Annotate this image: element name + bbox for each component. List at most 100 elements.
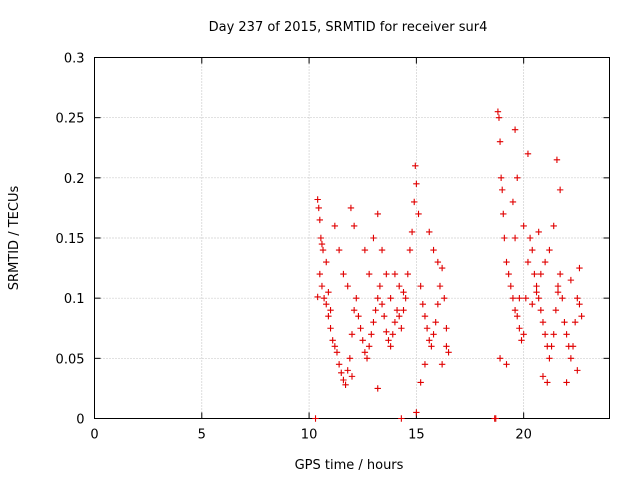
data-point [516,294,523,302]
data-point [441,294,448,302]
data-point [430,331,437,338]
data-point [546,246,553,254]
data-point [372,307,379,314]
data-point [550,331,557,338]
data-point [417,379,424,386]
data-point [533,282,540,290]
data-point [576,300,583,308]
data-point [550,222,557,230]
data-point [318,240,326,248]
x-tick-label: 20 [515,428,532,443]
data-point [541,331,549,338]
data-point [378,246,386,254]
data-point [396,282,403,290]
data-point [383,270,390,278]
data-point [363,355,371,362]
data-points [312,108,585,422]
data-point [511,126,519,133]
data-point [537,270,545,278]
data-point [520,331,527,338]
data-point [331,343,339,350]
data-point [553,156,561,163]
data-point [413,180,420,188]
data-point [325,313,332,320]
data-point [556,270,564,278]
x-tick-label: 0 [90,428,98,443]
data-point [522,294,530,302]
x-axis-label: GPS time / hours [295,458,404,473]
data-point [329,337,336,344]
data-point [335,246,343,254]
data-point [445,349,452,356]
data-point [511,234,519,242]
data-point [520,222,527,230]
data-point [524,258,532,266]
data-point [368,331,375,338]
data-point [537,307,545,314]
data-point [509,294,517,302]
data-point [319,246,327,254]
data-point [398,325,405,332]
data-point [312,415,319,422]
data-point [438,361,446,368]
data-point [327,307,334,314]
data-point [533,288,540,296]
data-point [374,385,381,392]
data-point [323,258,330,266]
y-tick-label: 0.25 [56,112,85,127]
data-point [374,210,381,218]
y-tick-label: 0 [76,413,84,428]
data-point [556,186,564,194]
data-point [518,337,525,344]
data-point [393,307,401,314]
data-point [344,367,351,374]
data-point [353,294,360,302]
data-point [400,307,407,314]
y-tick-label: 0.2 [64,172,85,187]
data-point [514,174,521,182]
data-point [331,222,339,230]
data-point [402,294,409,302]
data-point [408,228,416,236]
data-point [524,150,532,157]
data-point [535,294,542,302]
data-point [350,222,358,230]
data-point [346,355,354,362]
data-point [505,270,512,278]
data-point [348,373,356,380]
y-tick-label: 0.05 [56,352,85,367]
data-point [361,349,369,356]
data-point [496,138,504,145]
data-point [380,313,388,320]
data-point [314,293,321,301]
data-point [400,288,407,296]
data-point [569,343,577,350]
data-point [567,276,575,284]
data-point [576,264,583,272]
data-point [342,381,349,389]
data-point [340,270,347,278]
data-point [385,337,392,344]
data-point [335,361,343,368]
data-point [496,355,504,362]
data-point [499,186,506,194]
data-point [497,174,505,182]
x-tick-label: 10 [301,428,318,443]
data-point [340,376,347,384]
data-point [383,328,390,336]
data-point [554,282,562,290]
data-point [492,415,499,422]
data-point [438,264,446,272]
data-point [428,343,435,350]
data-point [387,343,394,350]
x-tick-label: 15 [408,428,425,443]
data-point [421,361,429,368]
data-point [500,210,507,218]
data-point [559,294,566,302]
data-point [323,300,330,308]
data-point [501,234,508,242]
data-point [411,198,418,206]
data-point [434,258,442,266]
data-point [563,331,570,338]
y-tick-label: 0.15 [56,232,85,247]
